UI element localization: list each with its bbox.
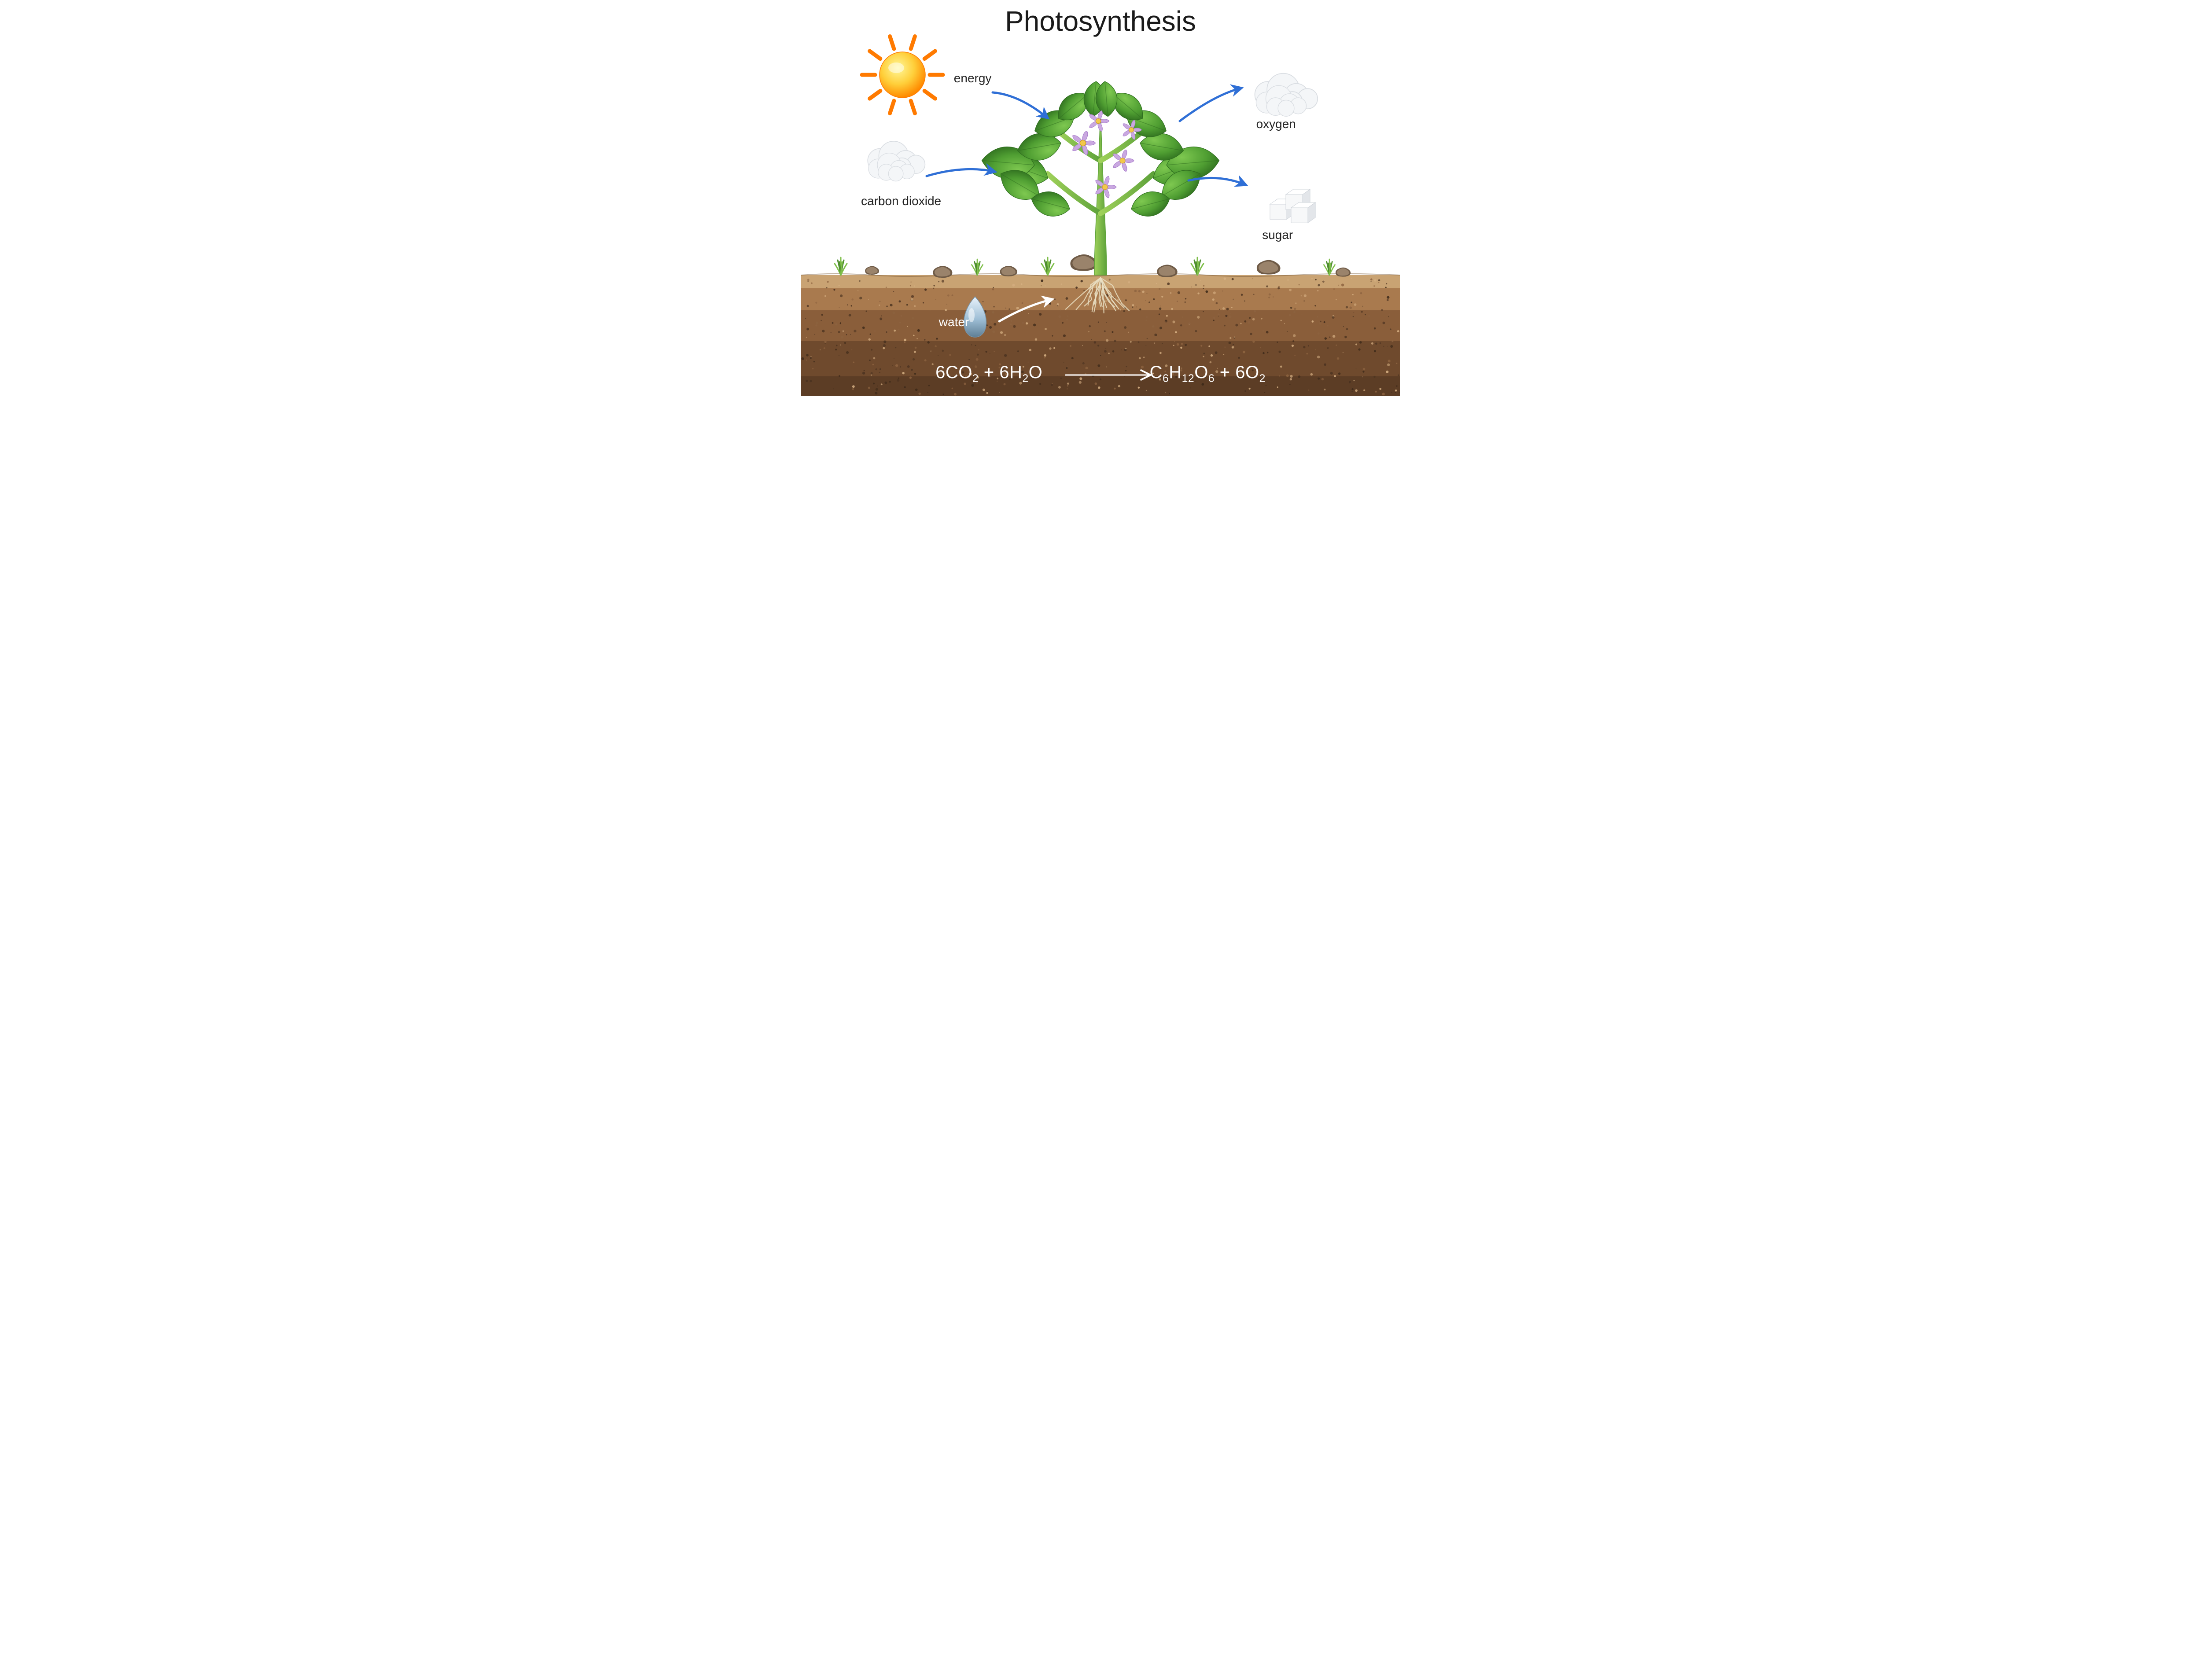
energy-to-plant <box>993 92 1048 118</box>
sun-icon <box>862 37 943 114</box>
photosynthesis-diagram: Photosynthesis energy carbon dioxide oxy… <box>801 0 1400 396</box>
label-carbon-dioxide: carbon dioxide <box>861 194 941 208</box>
label-oxygen: oxygen <box>1256 117 1296 131</box>
label-energy: energy <box>954 71 992 85</box>
label-sugar: sugar <box>1262 228 1293 242</box>
chemical-equation: 6CO2 + 6H2O C6H12O6 + 6O2 <box>801 363 1400 382</box>
diagram-title: Photosynthesis <box>801 5 1400 37</box>
rocks <box>865 254 1351 278</box>
sugar-cubes-icon <box>1270 189 1315 223</box>
plant-to-oxygen <box>1180 88 1241 121</box>
label-water: water <box>939 315 969 329</box>
co2-to-plant <box>927 169 995 176</box>
plant <box>980 81 1220 275</box>
